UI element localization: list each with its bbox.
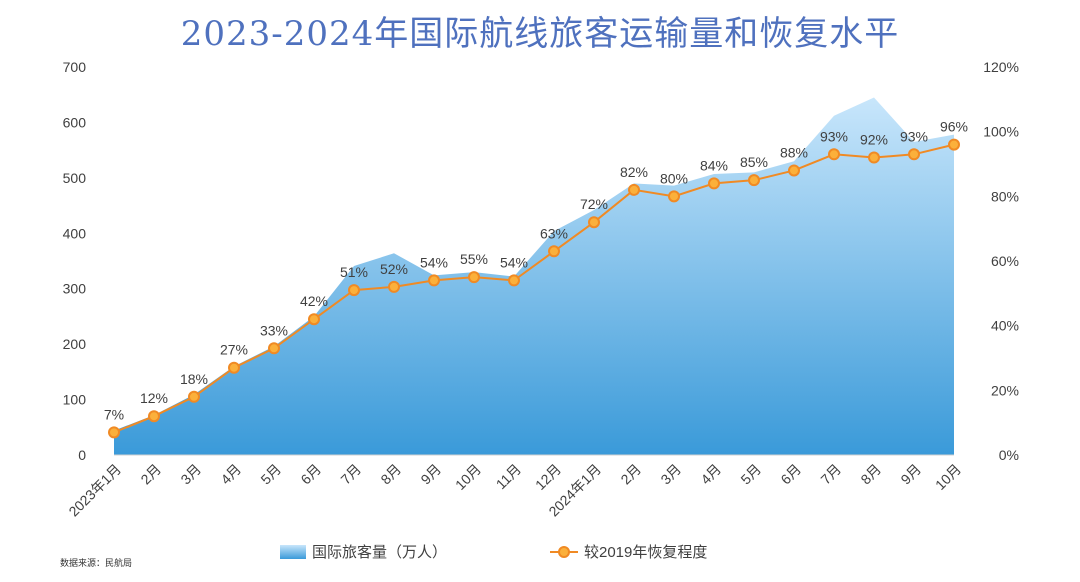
recovery-data-label: 93% xyxy=(820,128,848,144)
recovery-point xyxy=(348,284,360,297)
x-tick-label: 2月 xyxy=(617,461,644,488)
recovery-point xyxy=(468,271,480,284)
y-right-tick-label: 60% xyxy=(991,253,1019,269)
x-tick-label: 8月 xyxy=(377,461,404,488)
x-tick-label: 10月 xyxy=(932,461,964,493)
recovery-line xyxy=(113,143,955,434)
recovery-point xyxy=(868,151,880,164)
recovery-data-label: 92% xyxy=(860,132,888,148)
recovery-data-label: 55% xyxy=(460,251,488,267)
recovery-data-label: 96% xyxy=(940,119,968,135)
recovery-point xyxy=(708,177,720,190)
x-tick-label: 9月 xyxy=(417,461,444,488)
x-tick-label: 4月 xyxy=(217,461,244,488)
y-right-tick-label: 80% xyxy=(991,188,1019,204)
recovery-point xyxy=(628,183,640,196)
recovery-point xyxy=(748,174,760,187)
x-tick-label: 7月 xyxy=(337,461,364,488)
recovery-point xyxy=(308,313,320,326)
recovery-data-label: 33% xyxy=(260,322,288,338)
recovery-point xyxy=(388,280,400,293)
y-axis-left: 0 100 200 300 400 500 600 700 xyxy=(63,59,87,463)
x-tick-label: 3月 xyxy=(657,461,684,488)
y-right-tick-label: 120% xyxy=(983,59,1019,75)
recovery-data-label: 63% xyxy=(540,225,568,241)
recovery-point xyxy=(548,245,560,258)
recovery-point xyxy=(788,164,800,177)
recovery-point xyxy=(148,410,160,423)
legend-line-marker xyxy=(558,546,570,558)
source-note: 数据来源：民航局 xyxy=(60,557,132,568)
y-left-tick-label: 700 xyxy=(63,59,87,75)
y-left-tick-label: 600 xyxy=(63,114,87,130)
recovery-data-label: 80% xyxy=(660,170,688,186)
x-tick-label: 2月 xyxy=(137,461,164,488)
x-tick-label: 6月 xyxy=(297,461,324,488)
legend-area-swatch xyxy=(280,545,306,559)
recovery-data-label: 82% xyxy=(620,164,648,180)
legend-line-label: 较2019年恢复程度 xyxy=(584,543,707,561)
recovery-point xyxy=(668,190,680,203)
x-tick-label: 4月 xyxy=(697,461,724,488)
x-tick-label: 7月 xyxy=(817,461,844,488)
x-tick-label: 6月 xyxy=(777,461,804,488)
recovery-data-label: 52% xyxy=(380,261,408,277)
y-left-tick-label: 500 xyxy=(63,170,87,186)
y-left-tick-label: 300 xyxy=(63,281,87,297)
x-tick-label: 11月 xyxy=(493,461,524,492)
recovery-data-label: 54% xyxy=(420,254,448,270)
recovery-point xyxy=(508,274,520,287)
recovery-data-label: 12% xyxy=(140,390,168,406)
x-tick-label: 12月 xyxy=(532,461,564,493)
y-left-tick-label: 100 xyxy=(63,392,87,408)
recovery-point xyxy=(948,138,960,151)
recovery-point xyxy=(228,361,240,374)
recovery-data-label: 54% xyxy=(500,254,528,270)
area-shape xyxy=(114,97,954,455)
x-tick-label: 8月 xyxy=(857,461,884,488)
recovery-data-label: 88% xyxy=(780,144,808,160)
chart-title: 2023-2024年国际航线旅客运输量和恢复水平 xyxy=(180,14,900,54)
y-left-tick-label: 0 xyxy=(78,447,86,463)
recovery-point xyxy=(428,274,440,287)
data-labels: 7% 12% 18% 27% 33% 42% 51% 52% 54% 55% 54% 63% 72% 82… xyxy=(104,119,968,423)
recovery-data-label: 7% xyxy=(104,406,124,422)
legend: 国际旅客量（万人） 较2019年恢复程度 xyxy=(280,543,707,561)
recovery-data-label: 18% xyxy=(180,371,208,387)
recovery-point xyxy=(268,342,280,355)
area-series xyxy=(114,97,954,455)
x-tick-label: 5月 xyxy=(737,461,764,488)
recovery-data-label: 42% xyxy=(300,293,328,309)
x-tick-label: 9月 xyxy=(897,461,924,488)
y-right-tick-label: 100% xyxy=(983,124,1019,140)
y-axis-right: 0% 20% 40% 60% 80% 100% 120% xyxy=(983,59,1019,463)
recovery-data-label: 85% xyxy=(740,154,768,170)
legend-area-label: 国际旅客量（万人） xyxy=(312,544,447,561)
y-left-tick-label: 200 xyxy=(63,336,87,352)
recovery-point xyxy=(188,390,200,403)
y-right-tick-label: 0% xyxy=(999,447,1019,463)
recovery-data-label: 93% xyxy=(900,128,928,144)
x-tick-label: 3月 xyxy=(177,461,204,488)
recovery-data-label: 51% xyxy=(340,264,368,280)
recovery-point xyxy=(588,216,600,229)
recovery-data-label: 84% xyxy=(700,157,728,173)
recovery-point xyxy=(828,148,840,161)
x-tick-label: 5月 xyxy=(257,461,284,488)
line-points xyxy=(108,138,960,439)
y-left-tick-label: 400 xyxy=(63,225,87,241)
recovery-point xyxy=(108,426,120,439)
recovery-point xyxy=(908,148,920,161)
y-right-tick-label: 40% xyxy=(991,318,1019,334)
x-tick-label: 2023年1月 xyxy=(65,461,124,520)
line-series xyxy=(113,143,955,434)
x-tick-label: 10月 xyxy=(452,461,484,493)
recovery-data-label: 72% xyxy=(580,196,608,212)
recovery-data-label: 27% xyxy=(220,342,248,358)
y-right-tick-label: 20% xyxy=(991,382,1019,398)
